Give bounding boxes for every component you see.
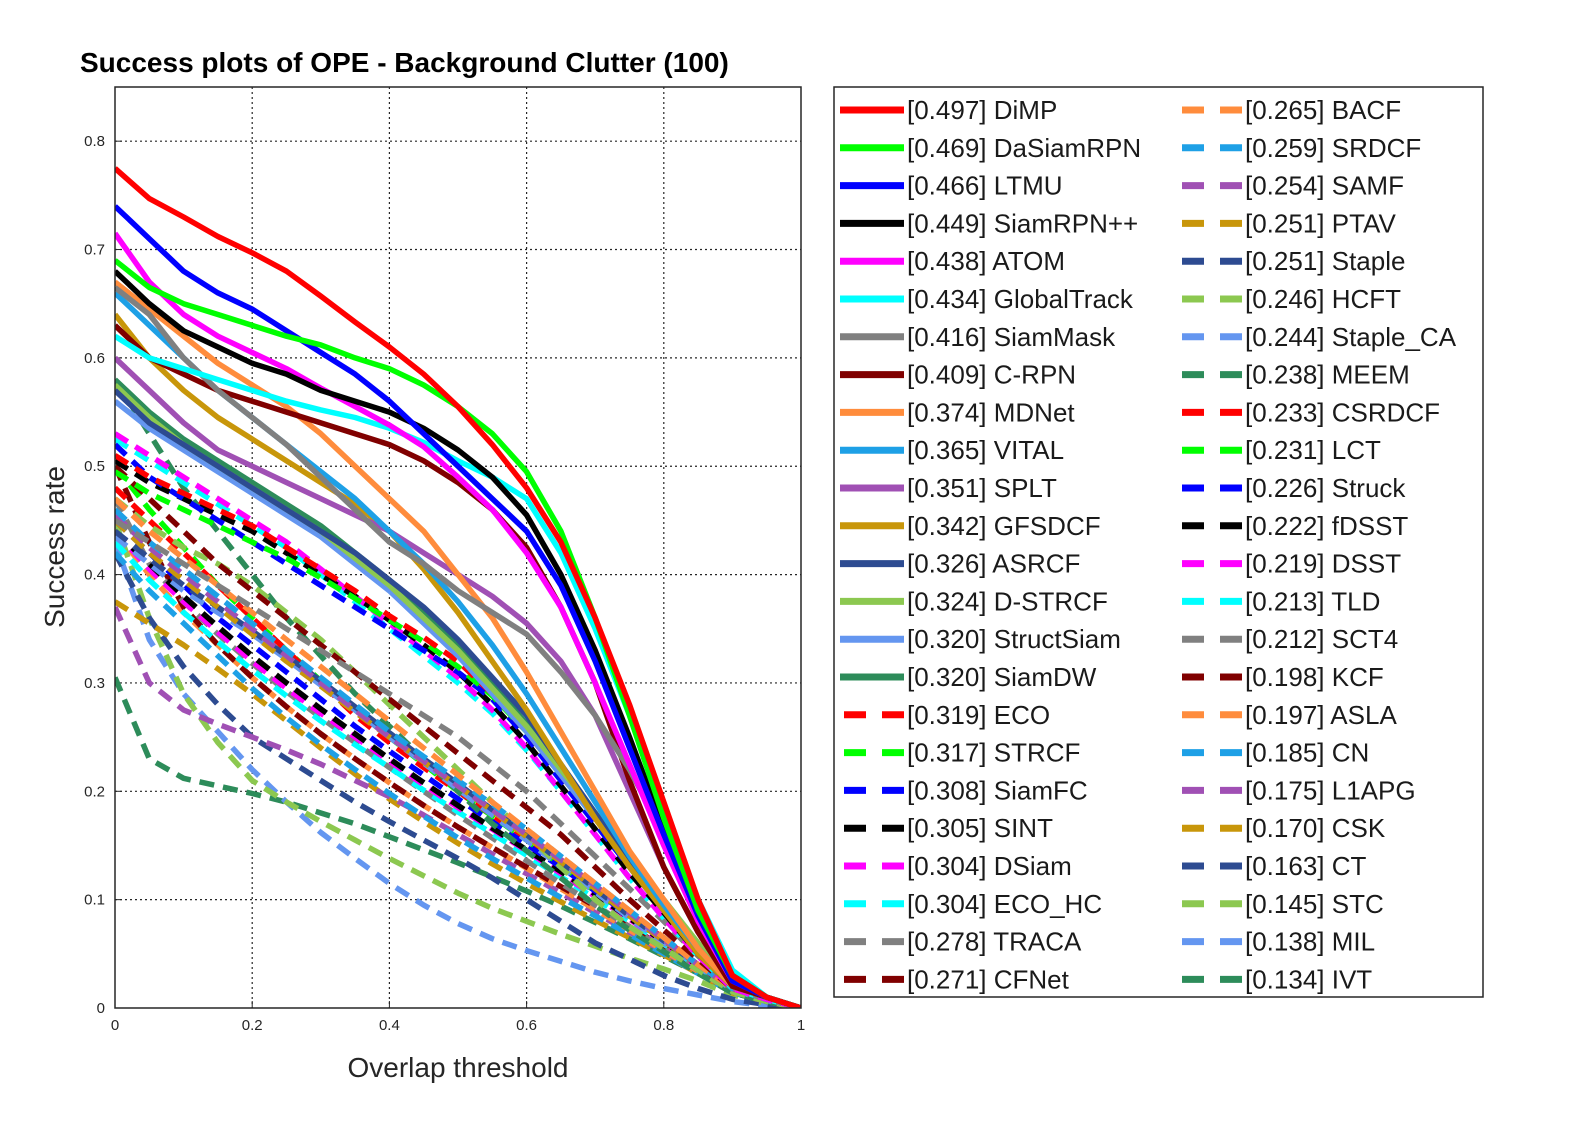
legend-label: [0.259] SRDCF bbox=[1245, 133, 1421, 163]
legend-label: [0.254] SAMF bbox=[1245, 171, 1404, 201]
legend-label: [0.226] Struck bbox=[1245, 473, 1406, 503]
legend-label: [0.469] DaSiamRPN bbox=[907, 133, 1141, 163]
legend-label: [0.305] SINT bbox=[907, 813, 1053, 843]
legend-label: [0.320] StructSiam bbox=[907, 624, 1121, 654]
x-tick-label: 0.8 bbox=[653, 1017, 674, 1034]
legend-label: [0.138] MIL bbox=[1245, 927, 1375, 957]
y-tick-label: 0.7 bbox=[84, 242, 105, 259]
legend-label: [0.342] GFSDCF bbox=[907, 511, 1101, 541]
legend: [0.497] DiMP [0.469] DaSiamRPN [0.466] LTM… bbox=[840, 95, 1457, 994]
series-lines bbox=[115, 166, 801, 1008]
legend-label: [0.409] C-RPN bbox=[907, 360, 1076, 390]
plot-frame bbox=[114, 86, 802, 1009]
legend-label: [0.317] STRCF bbox=[907, 738, 1080, 768]
legend-label: [0.308] SiamFC bbox=[907, 775, 1088, 805]
x-tick-label: 1 bbox=[797, 1017, 805, 1034]
legend-label: [0.246] HCFT bbox=[1245, 284, 1401, 314]
y-tick-label: 0 bbox=[97, 1000, 105, 1017]
legend-label: [0.497] DiMP bbox=[907, 95, 1057, 125]
x-tick-label: 0.6 bbox=[516, 1017, 537, 1034]
y-tick-label: 0.8 bbox=[84, 133, 105, 150]
legend-label: [0.319] ECO bbox=[907, 700, 1050, 730]
legend-label: [0.449] SiamRPN++ bbox=[907, 208, 1138, 238]
legend-label: [0.145] STC bbox=[1245, 889, 1384, 919]
legend-label: [0.244] Staple_CA bbox=[1245, 322, 1457, 352]
x-tick-label: 0 bbox=[111, 1017, 119, 1034]
legend-label: [0.197] ASLA bbox=[1245, 700, 1397, 730]
legend-label: [0.351] SPLT bbox=[907, 473, 1057, 503]
series-line bbox=[115, 676, 801, 1008]
y-axis-label: Success rate bbox=[39, 466, 70, 628]
legend-label: [0.304] DSiam bbox=[907, 851, 1072, 881]
legend-label: [0.233] CSRDCF bbox=[1245, 397, 1440, 427]
series-line bbox=[115, 496, 801, 1008]
legend-label: [0.278] TRACA bbox=[907, 927, 1082, 957]
series-line bbox=[115, 464, 801, 1008]
series-line bbox=[115, 605, 801, 1008]
y-tick-label: 0.4 bbox=[84, 567, 105, 584]
series-line bbox=[115, 496, 801, 1008]
legend-label: [0.231] LCT bbox=[1245, 435, 1381, 465]
y-tick-label: 0.6 bbox=[84, 350, 105, 367]
legend-label: [0.212] SCT4 bbox=[1245, 624, 1398, 654]
y-tick-label: 0.2 bbox=[84, 783, 105, 800]
x-tick-label: 0.2 bbox=[242, 1017, 263, 1034]
legend-label: [0.213] TLD bbox=[1245, 586, 1380, 616]
x-axis-label: Overlap threshold bbox=[347, 1052, 568, 1083]
y-tick-label: 0.5 bbox=[84, 458, 105, 475]
legend-label: [0.434] GlobalTrack bbox=[907, 284, 1134, 314]
legend-label: [0.320] SiamDW bbox=[907, 662, 1097, 692]
series-line bbox=[115, 519, 801, 1008]
x-tick-label: 0.4 bbox=[379, 1017, 400, 1034]
legend-label: [0.251] Staple bbox=[1245, 246, 1405, 276]
legend-label: [0.175] L1APG bbox=[1245, 775, 1416, 805]
legend-label: [0.134] IVT bbox=[1245, 964, 1372, 994]
axis-ticks: 0 0.2 0.4 0.6 0.8 1 0 0.1 0.2 0.3 0.4 0.5 0.6 0.7 0.8 bbox=[84, 133, 805, 1034]
legend-label: [0.326] ASRCF bbox=[907, 549, 1080, 579]
legend-label: [0.271] CFNet bbox=[907, 964, 1070, 994]
legend-label: [0.170] CSK bbox=[1245, 813, 1386, 843]
legend-label: [0.163] CT bbox=[1245, 851, 1367, 881]
legend-label: [0.222] fDSST bbox=[1245, 511, 1408, 541]
series-line bbox=[115, 442, 801, 1008]
legend-label: [0.185] CN bbox=[1245, 738, 1369, 768]
chart-title: Success plots of OPE - Background Clutte… bbox=[80, 47, 729, 78]
series-line bbox=[115, 323, 801, 1008]
legend-label: [0.324] D-STRCF bbox=[907, 586, 1108, 616]
series-line bbox=[115, 529, 801, 1008]
series-line bbox=[115, 204, 801, 1008]
legend-label: [0.438] ATOM bbox=[907, 246, 1065, 276]
y-tick-label: 0.3 bbox=[84, 675, 105, 692]
legend-box bbox=[833, 86, 1484, 998]
legend-label: [0.219] DSST bbox=[1245, 549, 1401, 579]
grid-lines bbox=[115, 87, 801, 1008]
series-line bbox=[115, 378, 801, 1008]
legend-label: [0.304] ECO_HC bbox=[907, 889, 1102, 919]
legend-label: [0.374] MDNet bbox=[907, 397, 1075, 427]
series-line bbox=[115, 279, 801, 1008]
legend-label: [0.238] MEEM bbox=[1245, 360, 1410, 390]
series-line bbox=[115, 231, 801, 1008]
legend-label: [0.198] KCF bbox=[1245, 662, 1384, 692]
legend-label: [0.365] VITAL bbox=[907, 435, 1064, 465]
series-line bbox=[115, 166, 801, 1008]
legend-label: [0.265] BACF bbox=[1245, 95, 1401, 125]
legend-label: [0.466] LTMU bbox=[907, 171, 1063, 201]
y-tick-label: 0.1 bbox=[84, 892, 105, 909]
series-line bbox=[115, 312, 801, 1008]
legend-label: [0.416] SiamMask bbox=[907, 322, 1116, 352]
legend-label: [0.251] PTAV bbox=[1245, 208, 1396, 238]
series-line bbox=[115, 551, 801, 1008]
